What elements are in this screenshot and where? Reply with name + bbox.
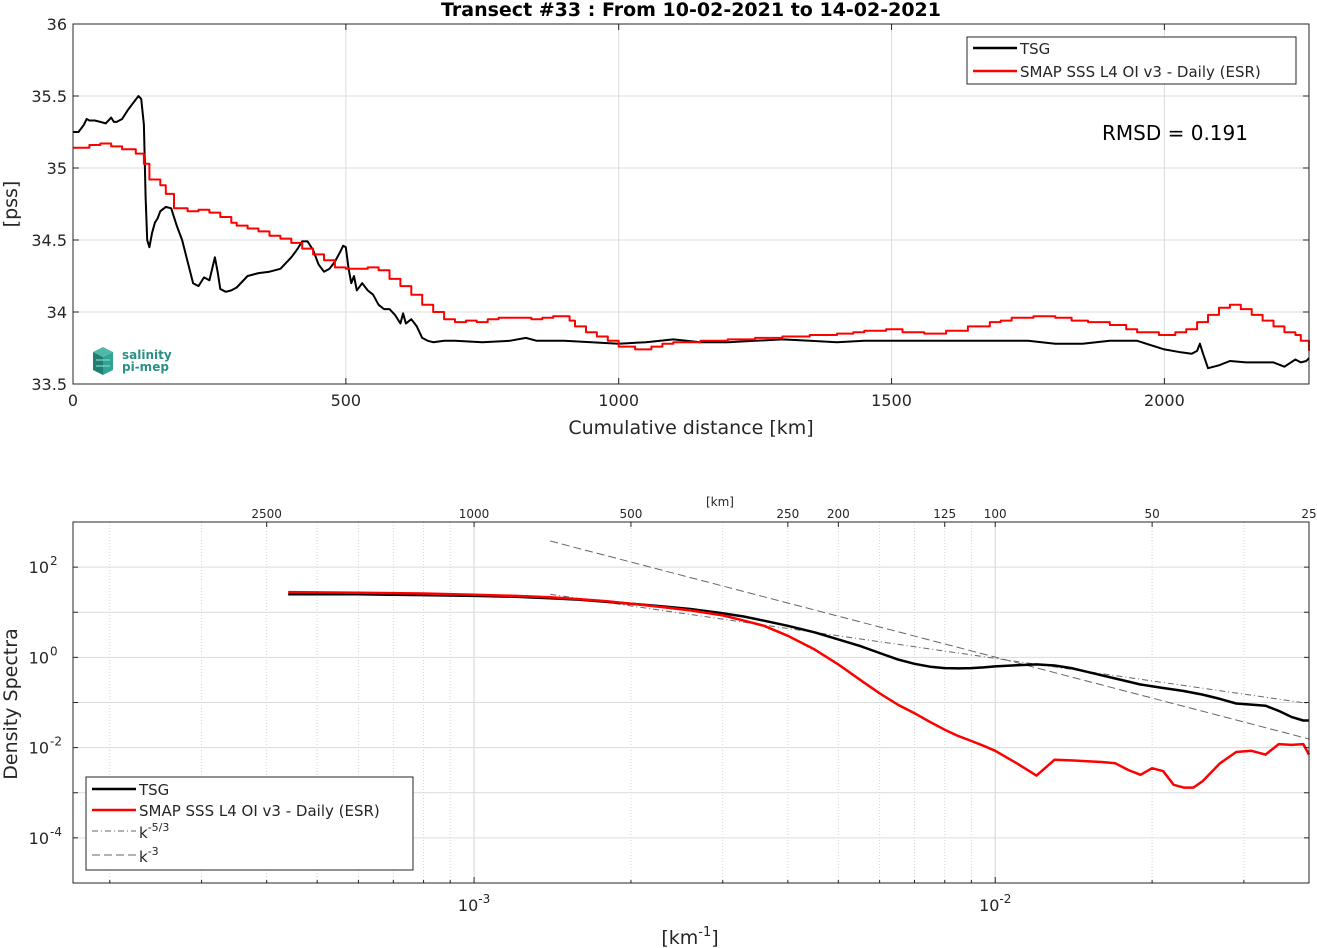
- bottom-legend-k3-label: k-3: [139, 845, 159, 866]
- top-y-axis-label: [pss]: [0, 181, 22, 228]
- top-km-tick-label: 25: [1301, 507, 1316, 521]
- top-x-tick-label: 1000: [598, 391, 639, 410]
- top-axis-ticks: 0 500 1000 1500 2000 33.5 34 34.5 35 35.5 36: [31, 15, 1309, 410]
- top-y-tick-label: 35: [47, 159, 67, 178]
- bottom-legend-tsg-label: TSG: [138, 781, 169, 799]
- bottom-y-axis-label: Density Spectra: [0, 628, 22, 779]
- top-legend-tsg-label: TSG: [1019, 40, 1050, 58]
- bottom-x-tick-label: 10-2: [979, 892, 1011, 915]
- top-km-axis-label: [km]: [706, 495, 734, 509]
- top-x-tick-label: 0: [68, 391, 78, 410]
- top-x-tick-label: 500: [331, 391, 362, 410]
- top-series-tsg: [73, 95, 1310, 370]
- top-y-tick-label: 34.5: [31, 231, 67, 250]
- top-legend: TSG SMAP SSS L4 OI v3 - Daily (ESR): [966, 36, 1297, 85]
- bottom-y-tick-label: 10: [29, 558, 49, 577]
- bottom-series-k53: [550, 593, 1310, 704]
- logo-cube-icon: [93, 347, 113, 375]
- top-x-axis-label: Cumulative distance [km]: [568, 417, 813, 439]
- top-km-tick-label: 2500: [251, 507, 282, 521]
- top-km-tick-label: 250: [776, 507, 799, 521]
- top-y-tick-label: 36: [47, 15, 67, 34]
- bottom-series-k3: [550, 540, 1310, 740]
- bottom-y-tick-exponent: 2: [50, 554, 58, 568]
- top-series-smap: [73, 142, 1310, 351]
- bottom-legend-k53-label: k-5/3: [139, 821, 169, 842]
- bottom-series-smap: [288, 590, 1311, 789]
- top-gridlines: [73, 24, 1309, 384]
- top-km-tick-label: 1000: [459, 507, 490, 521]
- bottom-y-tick-exponent: 0: [50, 644, 58, 658]
- top-km-tick-label: 200: [827, 507, 850, 521]
- bottom-x-tick-label: 10-3: [458, 892, 490, 915]
- top-km-tick-label: 125: [933, 507, 956, 521]
- top-series-lines: [73, 95, 1310, 370]
- logo-line2: pi-mep: [122, 360, 169, 374]
- top-legend-smap-label: SMAP SSS L4 OI v3 - Daily (ESR): [1020, 63, 1261, 81]
- bottom-y-tick-label: 10: [29, 829, 49, 848]
- bottom-y-tick-exponent: -2: [50, 735, 62, 749]
- top-chart-title: Transect #33 : From 10-02-2021 to 14-02-…: [441, 0, 941, 21]
- top-x-tick-label: 2000: [1144, 391, 1185, 410]
- bottom-legend-smap-label: SMAP SSS L4 OI v3 - Daily (ESR): [139, 802, 380, 820]
- rmsd-annotation: RMSD = 0.191: [1102, 121, 1248, 145]
- bottom-legend: TSG SMAP SSS L4 OI v3 - Daily (ESR) k-5/…: [85, 776, 414, 871]
- top-km-tick-label: 50: [1144, 507, 1159, 521]
- bottom-y-tick-label: 10: [29, 648, 49, 667]
- transect-salinity-plot: 0 500 1000 1500 2000 33.5 34 34.5 35 35.5 36 Trans…: [0, 0, 1310, 439]
- top-km-tick-label: 100: [984, 507, 1007, 521]
- top-y-tick-label: 33.5: [31, 375, 67, 394]
- bottom-y-tick-exponent: -4: [50, 825, 62, 839]
- salinity-pi-mep-logo: salinity pi-mep: [93, 347, 172, 375]
- logo-line1: salinity: [122, 348, 172, 362]
- top-y-tick-label: 35.5: [31, 87, 67, 106]
- bottom-series-lines: [288, 540, 1311, 789]
- top-km-tick-label: 500: [619, 507, 642, 521]
- bottom-y-tick-label: 10: [29, 739, 49, 758]
- top-y-tick-label: 34: [47, 303, 67, 322]
- bottom-x-axis-label: [km-1]: [661, 925, 718, 948]
- top-x-tick-label: 1500: [871, 391, 912, 410]
